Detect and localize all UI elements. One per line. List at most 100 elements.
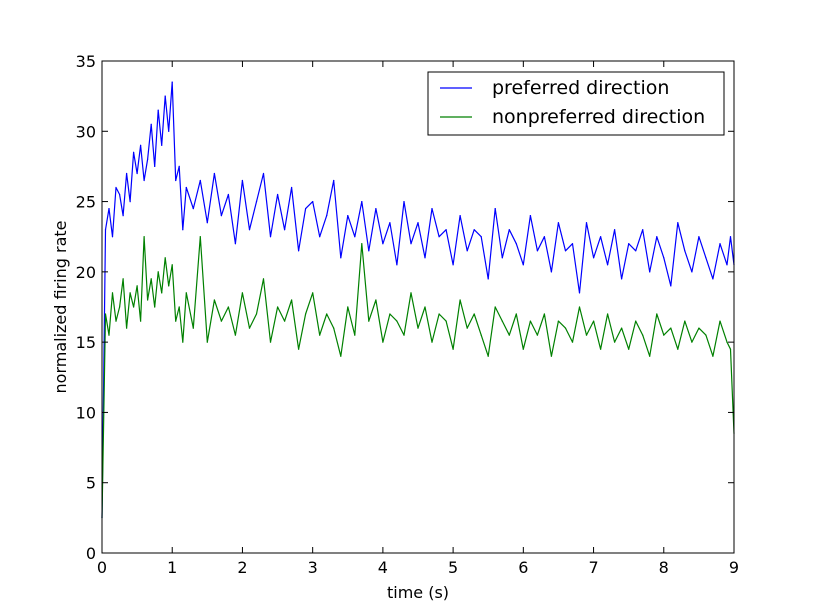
data-point-nonpreferred-direction xyxy=(284,320,286,322)
x-tick-label: 5 xyxy=(448,558,458,577)
data-point-preferred-direction xyxy=(571,243,574,245)
x-tick-label: 0 xyxy=(97,558,107,577)
y-tick-label: 35 xyxy=(76,52,96,71)
data-point-preferred-direction xyxy=(234,243,236,245)
data-point-nonpreferred-direction xyxy=(227,306,229,308)
data-point-preferred-direction xyxy=(438,236,440,238)
data-point-preferred-direction xyxy=(326,215,328,217)
data-point-preferred-direction xyxy=(269,236,272,238)
data-point-nonpreferred-direction xyxy=(147,299,149,301)
data-point-nonpreferred-direction xyxy=(319,334,321,336)
data-point-preferred-direction xyxy=(305,208,307,210)
data-point-nonpreferred-direction xyxy=(494,306,496,308)
data-point-preferred-direction xyxy=(157,109,159,111)
x-tick-label: 8 xyxy=(659,558,669,577)
data-point-nonpreferred-direction xyxy=(305,313,307,315)
data-point-preferred-direction xyxy=(691,271,693,273)
data-point-preferred-direction xyxy=(642,229,644,231)
data-point-preferred-direction xyxy=(168,130,170,132)
series-layer xyxy=(101,81,735,519)
data-point-preferred-direction xyxy=(628,243,630,245)
data-point-preferred-direction xyxy=(607,264,609,266)
x-tick-label: 7 xyxy=(588,558,598,577)
y-axis-label: normalized firing rate xyxy=(51,221,70,394)
data-point-nonpreferred-direction xyxy=(480,334,482,336)
data-point-preferred-direction xyxy=(515,243,517,245)
data-point-nonpreferred-direction xyxy=(333,327,335,329)
x-tick-label: 3 xyxy=(308,558,318,577)
data-point-nonpreferred-direction xyxy=(185,292,187,294)
data-point-nonpreferred-direction xyxy=(182,341,184,343)
data-point-preferred-direction xyxy=(333,179,335,182)
data-point-preferred-direction xyxy=(459,215,461,217)
data-point-nonpreferred-direction xyxy=(424,306,426,308)
data-point-nonpreferred-direction xyxy=(347,306,349,308)
data-point-nonpreferred-direction xyxy=(410,292,412,294)
data-point-nonpreferred-direction xyxy=(133,306,135,308)
y-tick-label: 0 xyxy=(86,544,96,563)
data-point-preferred-direction xyxy=(206,222,208,224)
data-point-preferred-direction xyxy=(255,201,258,203)
data-point-nonpreferred-direction xyxy=(712,355,714,357)
data-point-nonpreferred-direction xyxy=(536,334,539,336)
data-point-nonpreferred-direction xyxy=(396,320,398,322)
data-point-preferred-direction xyxy=(361,201,363,203)
data-point-preferred-direction xyxy=(241,179,243,182)
data-point-preferred-direction xyxy=(635,250,637,252)
data-point-preferred-direction xyxy=(171,81,173,83)
data-point-preferred-direction xyxy=(147,158,149,160)
data-point-nonpreferred-direction xyxy=(175,320,177,322)
data-point-nonpreferred-direction xyxy=(255,313,258,315)
data-point-nonpreferred-direction xyxy=(684,320,686,322)
data-point-nonpreferred-direction xyxy=(234,334,236,336)
data-point-preferred-direction xyxy=(182,229,184,231)
legend-box xyxy=(427,71,725,136)
data-point-nonpreferred-direction xyxy=(104,313,107,315)
data-point-nonpreferred-direction xyxy=(543,313,546,315)
data-point-preferred-direction xyxy=(368,250,370,252)
data-point-preferred-direction xyxy=(445,229,447,231)
data-point-preferred-direction xyxy=(185,186,187,189)
data-point-nonpreferred-direction xyxy=(600,348,602,350)
data-point-preferred-direction xyxy=(143,179,145,182)
data-point-nonpreferred-direction xyxy=(729,348,732,350)
data-point-preferred-direction xyxy=(122,215,124,217)
data-point-nonpreferred-direction xyxy=(445,320,447,322)
data-point-preferred-direction xyxy=(466,250,468,252)
data-point-nonpreferred-direction xyxy=(677,348,679,350)
data-point-nonpreferred-direction xyxy=(171,264,173,266)
data-point-preferred-direction xyxy=(150,123,152,125)
data-point-preferred-direction xyxy=(389,222,391,224)
data-point-nonpreferred-direction xyxy=(593,320,595,322)
series-line-preferred-direction xyxy=(101,81,735,518)
data-point-nonpreferred-direction xyxy=(628,348,630,350)
data-point-preferred-direction xyxy=(291,186,293,189)
data-point-nonpreferred-direction xyxy=(670,327,672,329)
series-line-nonpreferred-direction xyxy=(101,236,735,518)
data-point-nonpreferred-direction xyxy=(522,348,524,350)
data-point-nonpreferred-direction xyxy=(269,341,272,343)
data-point-nonpreferred-direction xyxy=(571,341,574,343)
data-point-nonpreferred-direction xyxy=(126,327,128,329)
y-tick-label: 15 xyxy=(76,333,96,352)
data-point-preferred-direction xyxy=(431,208,433,210)
data-point-preferred-direction xyxy=(108,208,110,210)
data-point-preferred-direction xyxy=(424,257,426,259)
data-point-preferred-direction xyxy=(312,201,314,203)
data-point-preferred-direction xyxy=(564,250,567,252)
data-point-preferred-direction xyxy=(220,215,222,217)
data-point-preferred-direction xyxy=(600,236,602,238)
data-point-preferred-direction xyxy=(136,172,138,175)
data-point-preferred-direction xyxy=(705,257,707,259)
data-point-nonpreferred-direction xyxy=(635,320,637,322)
data-point-nonpreferred-direction xyxy=(578,306,581,308)
data-point-nonpreferred-direction xyxy=(501,320,503,322)
data-point-nonpreferred-direction xyxy=(417,327,419,329)
data-point-preferred-direction xyxy=(487,278,489,280)
data-point-nonpreferred-direction xyxy=(389,313,391,315)
data-point-nonpreferred-direction xyxy=(262,278,265,280)
x-tick-label: 9 xyxy=(729,558,739,577)
data-point-nonpreferred-direction xyxy=(719,320,721,322)
data-point-nonpreferred-direction xyxy=(382,341,384,343)
data-point-preferred-direction xyxy=(262,172,265,175)
